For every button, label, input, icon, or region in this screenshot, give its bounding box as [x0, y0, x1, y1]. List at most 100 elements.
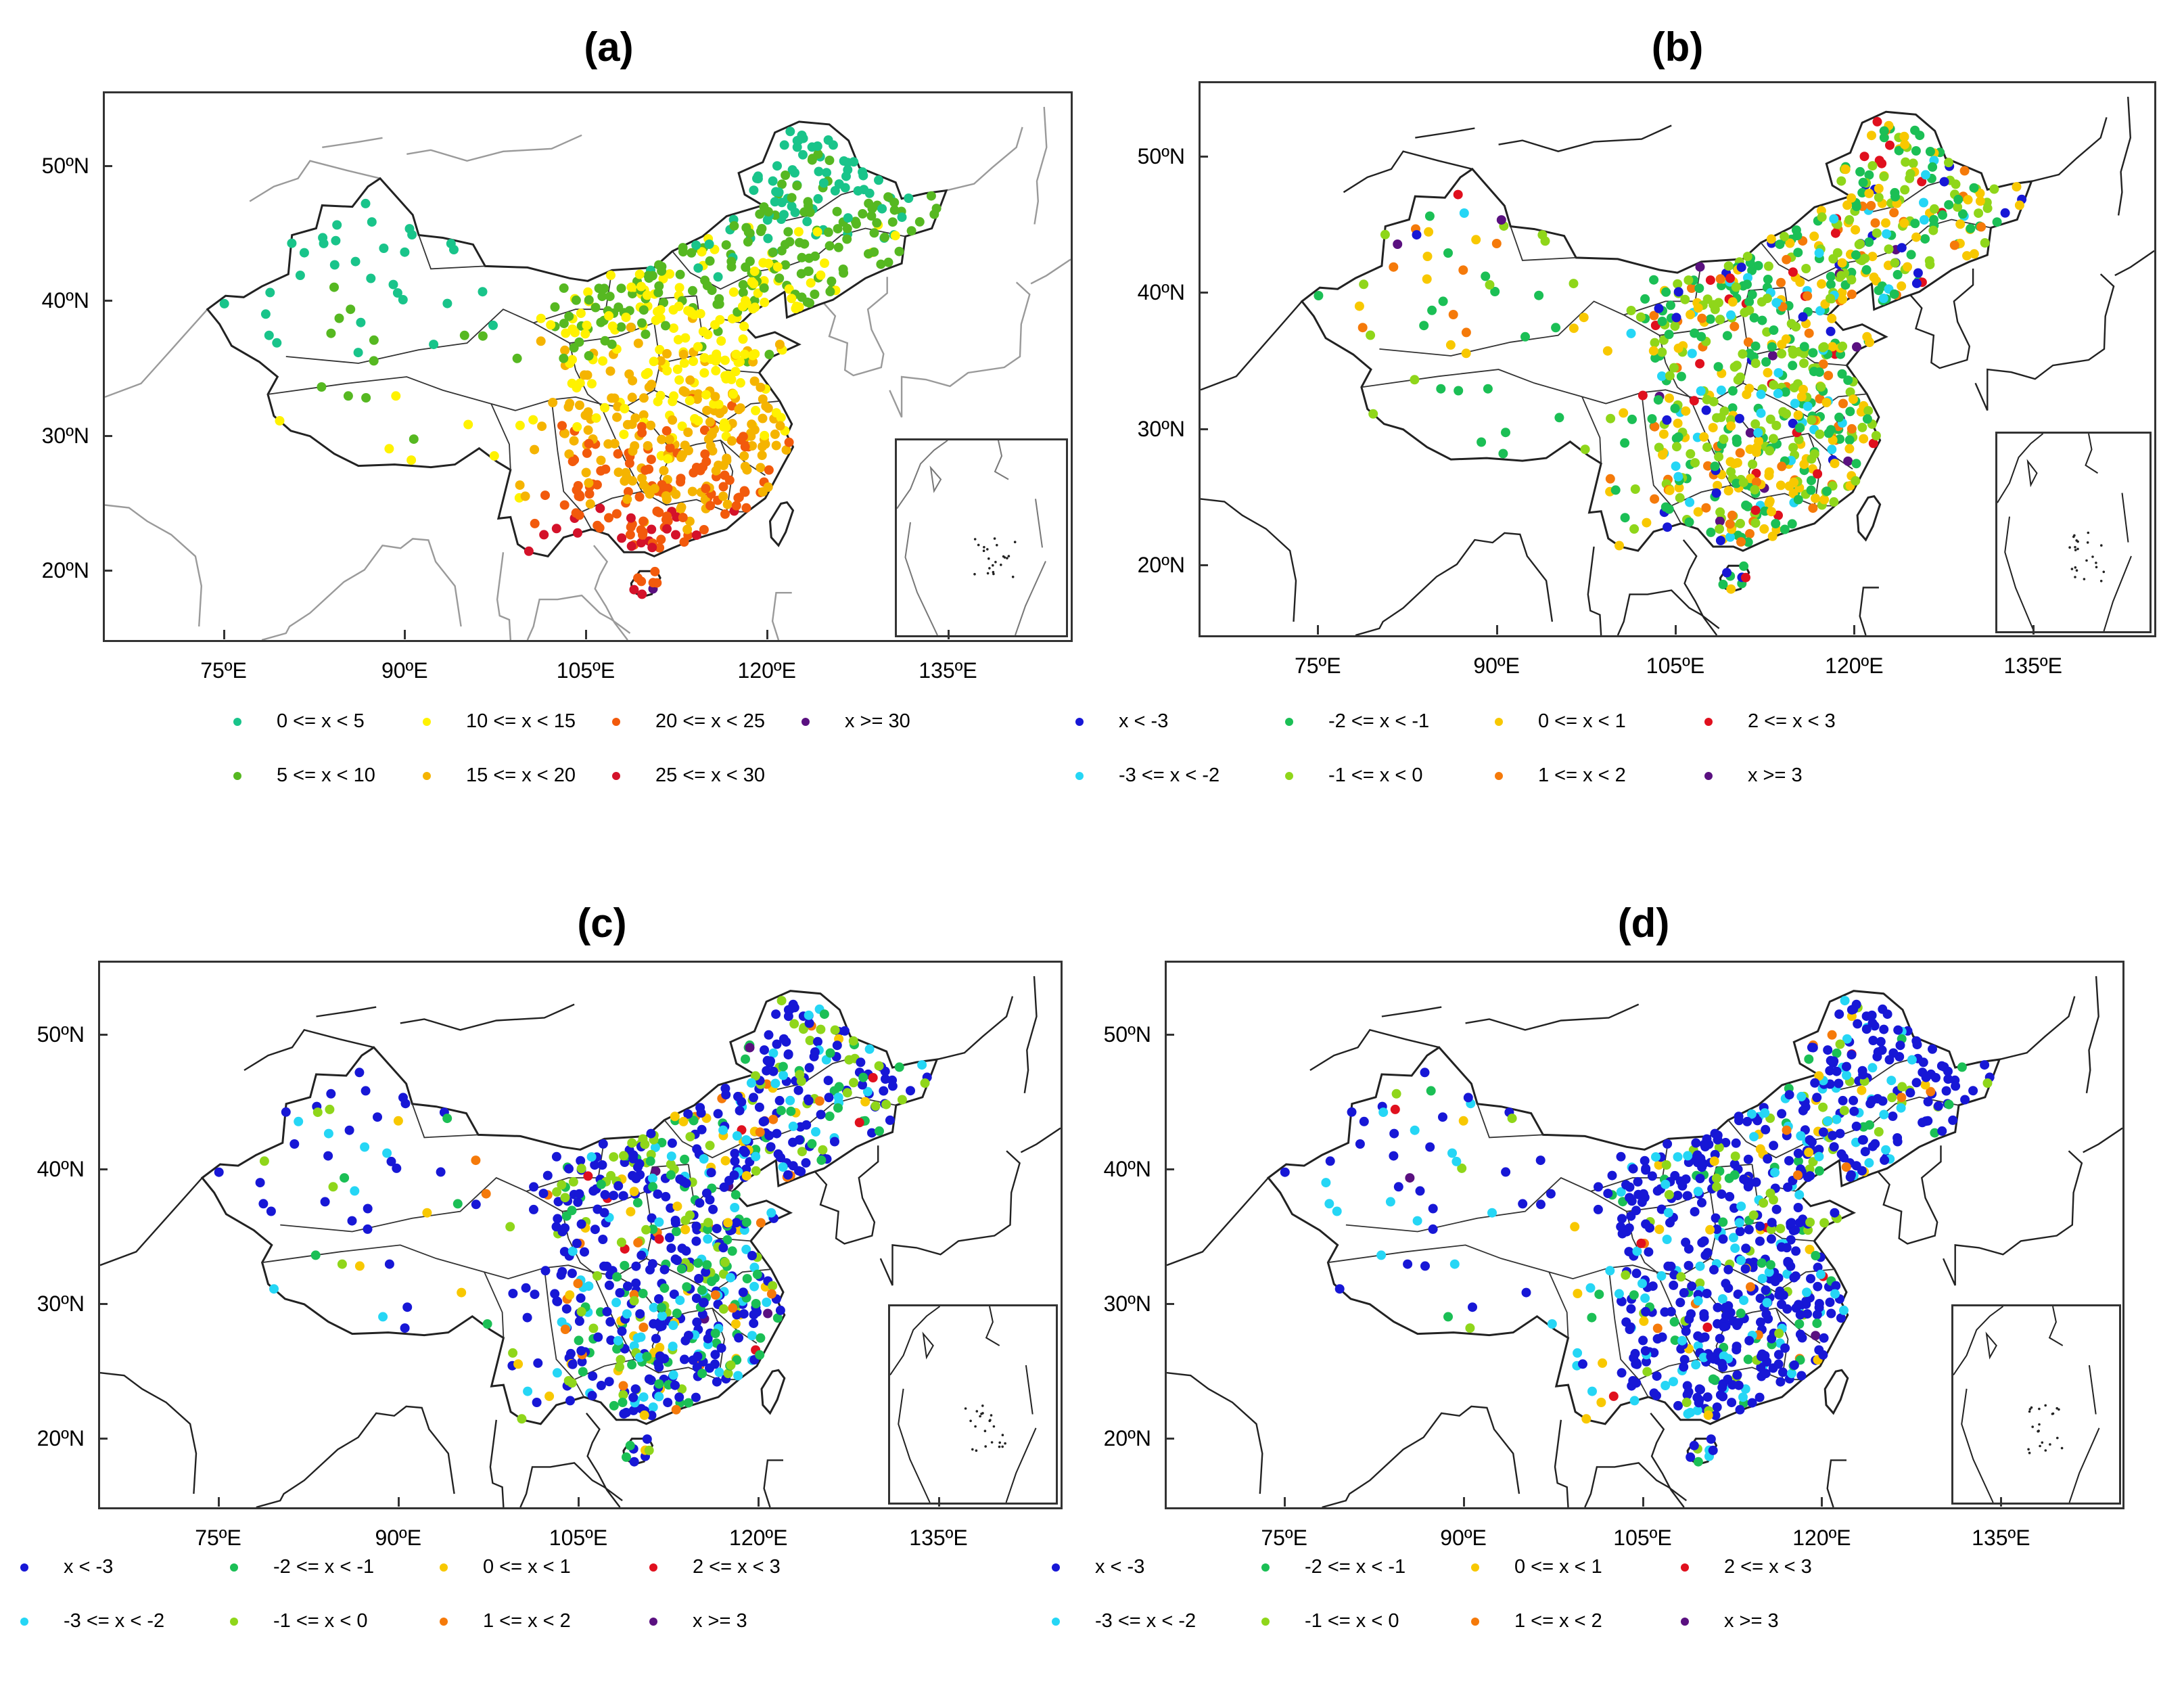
- legend-label: -1 <= x < 0: [1305, 1610, 1399, 1632]
- station-dot: [1817, 212, 1827, 222]
- legend-label: x >= 3: [1748, 764, 1803, 786]
- station-dot: [598, 1139, 608, 1149]
- station-dot: [668, 1342, 678, 1352]
- station-dot: [720, 509, 730, 519]
- station-dot: [576, 1346, 586, 1356]
- station-dot: [591, 413, 601, 423]
- station-dot: [889, 205, 900, 215]
- station-dot: [749, 279, 759, 289]
- station-dot: [272, 338, 282, 348]
- station-dot: [1765, 496, 1775, 506]
- station-dot: [1321, 1178, 1331, 1188]
- station-dot: [653, 1358, 664, 1369]
- neighbour-coastline: [1584, 1462, 1688, 1507]
- legend-swatch: [1471, 1563, 1479, 1572]
- station-dot: [841, 171, 851, 181]
- legend-swatch: [1075, 717, 1084, 726]
- station-dot: [1715, 1166, 1725, 1176]
- station-dot: [1767, 531, 1778, 541]
- inset-island: [986, 548, 989, 551]
- legend-swatch: [801, 717, 810, 726]
- station-dot: [741, 1164, 751, 1174]
- station-dot: [883, 192, 893, 202]
- legend-label: 0 <= x < 5: [277, 710, 365, 732]
- station-dot: [734, 493, 744, 503]
- station-dot: [559, 283, 569, 293]
- station-dot: [353, 348, 363, 358]
- station-dot: [488, 320, 498, 330]
- station-dot: [323, 1128, 333, 1139]
- map-canvas: [1167, 976, 2122, 1507]
- station-dot: [567, 457, 578, 467]
- station-dot: [1744, 1335, 1755, 1346]
- station-dot: [691, 1392, 701, 1402]
- station-dot: [734, 405, 744, 415]
- station-dot: [616, 322, 626, 332]
- station-dot: [1804, 1147, 1814, 1158]
- station-dot: [1867, 1010, 1877, 1020]
- station-dot: [1652, 1186, 1663, 1196]
- latitude-tick: [103, 300, 112, 302]
- station-dot: [760, 1116, 770, 1126]
- station-dot: [833, 1093, 843, 1103]
- latitude-tick: [1165, 1034, 1174, 1036]
- station-dot: [770, 429, 780, 439]
- neighbour-coastline: [400, 1003, 575, 1031]
- station-dot: [1650, 338, 1660, 348]
- station-dot: [521, 1283, 531, 1293]
- station-dot: [1736, 1201, 1746, 1212]
- station-dot: [1890, 258, 1900, 268]
- station-dot: [588, 1323, 599, 1333]
- province-border: [562, 1191, 647, 1212]
- station-dot: [810, 251, 820, 261]
- neighbour-coastline: [249, 160, 381, 202]
- inset-island: [983, 546, 985, 549]
- station-dot: [672, 1256, 682, 1265]
- station-dot: [1992, 217, 2002, 227]
- station-dot: [1642, 1367, 1652, 1377]
- inset-island: [992, 572, 995, 576]
- station-dot: [1649, 311, 1659, 321]
- neighbour-coastline: [946, 127, 1023, 191]
- station-dot: [580, 410, 590, 420]
- station-dot: [1736, 1308, 1746, 1319]
- inset-island: [994, 561, 997, 564]
- station-dot: [1744, 1224, 1754, 1235]
- station-dot: [669, 1289, 679, 1300]
- legend-label: -2 <= x < -1: [1328, 710, 1430, 732]
- station-dot: [1570, 1222, 1580, 1232]
- station-dot: [400, 1323, 410, 1333]
- station-dot: [598, 1235, 608, 1244]
- legend-item: -2 <= x < -1: [1285, 710, 1429, 733]
- inset-island: [2085, 559, 2088, 562]
- station-dot: [743, 237, 753, 247]
- station-dot: [1864, 237, 1874, 247]
- station-dot: [624, 458, 634, 468]
- station-dot: [1573, 1348, 1583, 1358]
- station-dot: [1445, 340, 1456, 350]
- station-dot: [1617, 1214, 1627, 1224]
- station-dot: [1673, 1400, 1683, 1411]
- inset-map: [1953, 1306, 2100, 1503]
- station-dot: [1757, 1352, 1766, 1361]
- station-dot: [749, 1093, 758, 1103]
- station-dot: [1746, 1282, 1755, 1292]
- station-dot: [1819, 342, 1829, 352]
- inset-island: [2028, 1410, 2031, 1413]
- legend-label: -2 <= x < -1: [1305, 1556, 1406, 1578]
- station-dot: [1789, 1273, 1799, 1283]
- station-dot: [880, 232, 889, 242]
- station-dot: [654, 260, 664, 270]
- station-dot: [1742, 1116, 1752, 1126]
- station-dot: [1730, 1151, 1740, 1162]
- station-dot: [1755, 1144, 1765, 1154]
- station-dot: [1823, 1116, 1833, 1126]
- station-dot: [310, 1250, 321, 1260]
- station-dot: [654, 1234, 664, 1244]
- neighbour-coastline: [1020, 1127, 1061, 1153]
- station-dot: [1822, 486, 1832, 497]
- longitude-label: 90ºE: [1473, 654, 1520, 678]
- station-dot: [260, 309, 271, 319]
- inset-island: [2044, 1449, 2047, 1452]
- station-dot: [691, 1294, 701, 1304]
